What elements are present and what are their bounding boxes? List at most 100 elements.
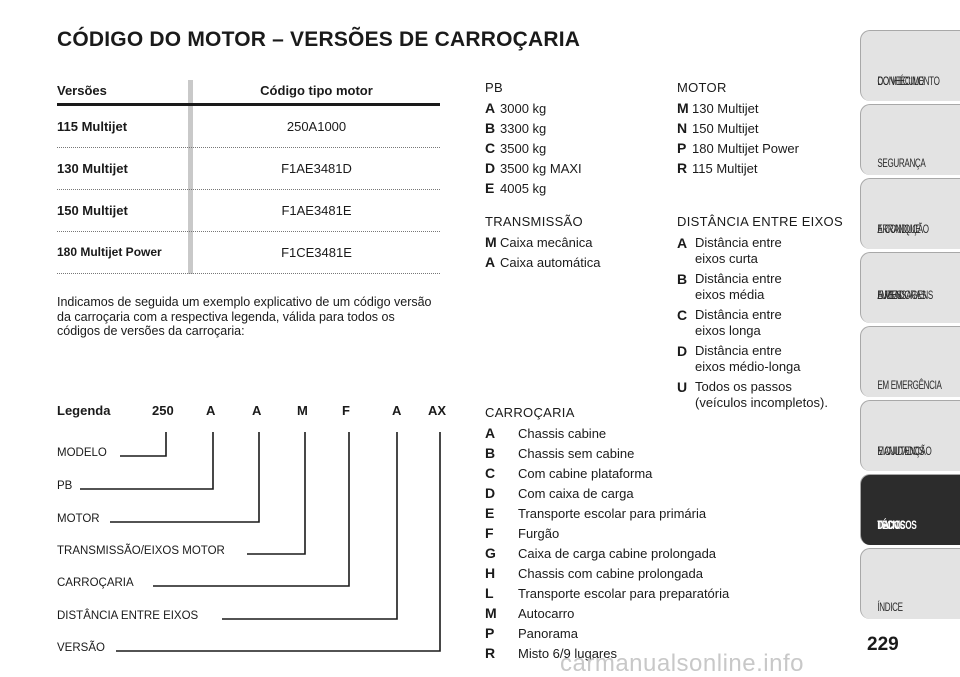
- legend-item-body: CARROÇARIA: [57, 577, 134, 589]
- item-value-line2: (veículos incompletos).: [695, 395, 828, 410]
- engine-code-cell: F1CE3481E: [281, 245, 352, 260]
- item-key: E: [485, 180, 495, 196]
- list-item: M Autocarro: [485, 603, 729, 623]
- transmission-title: TRANSMISSÃO: [485, 214, 583, 229]
- item-value: Caixa de carga cabine prolongada: [518, 546, 717, 561]
- legend-code-transmission: M: [297, 403, 308, 418]
- item-value: Caixa mecânica: [500, 235, 593, 250]
- item-key: A: [677, 235, 688, 251]
- list-item: R 115 Multijet: [677, 158, 799, 178]
- item-value: Chassis com cabine prolongada: [518, 566, 703, 581]
- connector-model: [120, 432, 167, 457]
- list-item: E Transporte escolar para primária: [485, 503, 729, 523]
- list-item: H Chassis com cabine prolongada: [485, 563, 729, 583]
- item-value: Chassis sem cabine: [518, 446, 635, 461]
- column-separator: [188, 80, 193, 274]
- item-key: C: [485, 140, 496, 156]
- item-key: L: [485, 585, 494, 601]
- connector-motor: [110, 432, 260, 523]
- item-key: B: [677, 271, 688, 287]
- item-value: 3000 kg: [500, 101, 547, 116]
- item-value: Autocarro: [518, 606, 575, 621]
- list-item: C Distância entre eixos longa: [677, 307, 843, 339]
- item-key: F: [485, 525, 494, 541]
- item-key: D: [485, 485, 496, 501]
- item-key: B: [485, 445, 496, 461]
- list-item: U Todos os passos (veículos incompletos).: [677, 379, 843, 411]
- tab-dados-tecnicos[interactable]: DADOS TÉCNICOS: [860, 474, 960, 545]
- list-item: B Distância entre eixos média: [677, 271, 843, 303]
- legend-item-transmission: TRANSMISSÃO/EIXOS MOTOR: [57, 545, 225, 557]
- intro-paragraph: Indicamos de seguida um exemplo explicat…: [57, 295, 432, 338]
- tab-manutencao-e-cuidados[interactable]: MANUTENÇÃO E CUIDADOS: [860, 400, 960, 471]
- item-key: M: [485, 234, 497, 250]
- item-key: D: [677, 343, 688, 359]
- list-item: B Chassis sem cabine: [485, 443, 729, 463]
- version-cell: 180 Multijet Power: [57, 245, 162, 259]
- item-value: 4005 kg: [500, 181, 547, 196]
- version-cell: 115 Multijet: [57, 119, 128, 134]
- list-item: F Furgão: [485, 523, 729, 543]
- connector-wheelbase: [222, 432, 398, 620]
- header-engine-code: Código tipo motor: [260, 83, 373, 98]
- table-row: 180 Multijet Power F1CE3481E: [57, 232, 440, 274]
- motor-title: MOTOR: [677, 80, 727, 95]
- item-value: Transporte escolar para preparatória: [518, 586, 730, 601]
- connector-body: [153, 432, 350, 587]
- tab-seguranca[interactable]: SEGURANÇA: [860, 104, 960, 175]
- item-value: Panorama: [518, 626, 578, 641]
- watermark: carmanualsonline.info: [560, 650, 804, 677]
- page-number: 229: [867, 634, 899, 655]
- table-row: 130 Multijet F1AE3481D: [57, 148, 440, 190]
- list-item: D Com caixa de carga: [485, 483, 729, 503]
- item-key: C: [485, 465, 496, 481]
- legend-code-body: F: [342, 403, 350, 418]
- item-value-line1: Distância entre: [695, 271, 782, 286]
- legend-code-wheelbase: A: [392, 403, 402, 418]
- pb-title: PB: [485, 80, 503, 95]
- chapter-sidebar: CONHECIMENTO DO VEÍCULO SEGURANÇA ARRANQU…: [860, 0, 960, 677]
- item-key: M: [485, 605, 497, 621]
- item-value: 3500 kg: [500, 141, 547, 156]
- table-header: Versões Código tipo motor: [57, 80, 440, 106]
- engine-code-cell: F1AE3481E: [281, 203, 352, 218]
- item-key: P: [485, 625, 495, 641]
- legend-code-model: 250: [152, 403, 174, 418]
- item-key: N: [677, 120, 688, 136]
- list-item: M Caixa mecânica: [485, 232, 600, 252]
- item-key: M: [677, 100, 689, 116]
- tab-indice[interactable]: ÍNDICE: [860, 548, 960, 619]
- item-value-line1: Distância entre: [695, 307, 782, 322]
- item-value: 3300 kg: [500, 121, 547, 136]
- list-item: B 3300 kg: [485, 118, 582, 138]
- item-key: A: [485, 100, 496, 116]
- item-value-line1: Distância entre: [695, 235, 782, 250]
- item-value-line1: Todos os passos: [695, 379, 792, 394]
- tab-luzes-avisadoras[interactable]: LUZES AVISADORAS E MENSAGENS: [860, 252, 960, 323]
- version-cell: 150 Multijet: [57, 203, 128, 218]
- item-value: 115 Multijet: [692, 161, 758, 176]
- item-value-line2: eixos curta: [695, 251, 758, 266]
- item-key: U: [677, 379, 688, 395]
- tab-conhecimento-do-veiculo[interactable]: CONHECIMENTO DO VEÍCULO: [860, 30, 960, 101]
- item-value: Caixa automática: [500, 255, 601, 270]
- item-key: D: [485, 160, 496, 176]
- table-row: 150 Multijet F1AE3481E: [57, 190, 440, 232]
- item-value: 130 Multijet: [692, 101, 759, 116]
- list-item: L Transporte escolar para preparatória: [485, 583, 729, 603]
- tab-em-emergencia[interactable]: EM EMERGÊNCIA: [860, 326, 960, 397]
- connector-version: [116, 432, 441, 652]
- list-item: P 180 Multijet Power: [677, 138, 799, 158]
- legend-item-wheelbase: DISTÂNCIA ENTRE EIXOS: [57, 610, 199, 622]
- item-value: Misto 6/9 lugares: [518, 646, 617, 661]
- connector-transmission: [247, 432, 306, 555]
- item-key: H: [485, 565, 496, 581]
- legend-item-pb: PB: [57, 480, 73, 492]
- list-item: D Distância entre eixos médio-longa: [677, 343, 843, 375]
- item-key: E: [485, 505, 495, 521]
- list-item: A Distância entre eixos curta: [677, 235, 843, 267]
- tab-arranque-e-conducao[interactable]: ARRANQUE E CONDUÇÃO: [860, 178, 960, 249]
- item-key: A: [485, 254, 496, 270]
- body-type-title: CARROÇARIA: [485, 405, 575, 420]
- item-key: A: [485, 425, 496, 441]
